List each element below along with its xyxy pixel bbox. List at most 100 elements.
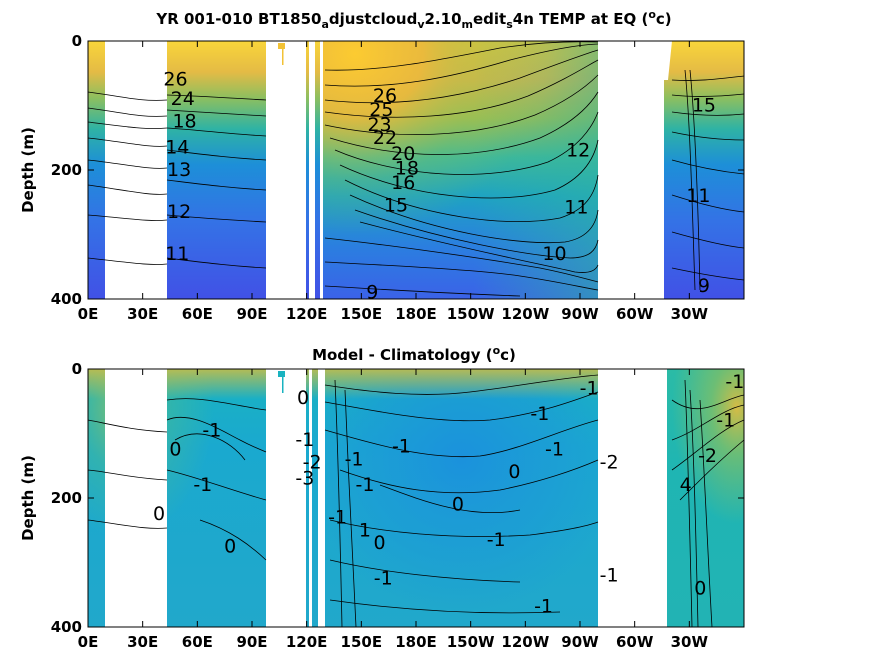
lower-contour-label: 0 bbox=[224, 535, 236, 557]
upper-contour-label: 9 bbox=[698, 275, 710, 297]
upper-x-tick-label: 150W bbox=[447, 305, 495, 323]
upper-title-part-b: a bbox=[321, 18, 328, 31]
lower-x-tick-label: 120W bbox=[501, 633, 549, 651]
upper-contour-label: 15 bbox=[384, 194, 408, 216]
lower-contour-label: -1 bbox=[328, 506, 347, 528]
lower-contour-label: -1 bbox=[374, 568, 393, 590]
upper-x-tick-label: 150E bbox=[341, 305, 383, 323]
lower-title: Model - Climatology (oc) bbox=[312, 344, 516, 364]
upper-contour-label: 18 bbox=[395, 158, 419, 180]
upper-contour-label: 13 bbox=[167, 159, 191, 181]
lower-panel: Model - Climatology (oc) bbox=[19, 344, 745, 651]
lower-y-tick-label: 200 bbox=[51, 489, 82, 507]
upper-x-tick-label: 0E bbox=[78, 305, 99, 323]
lower-contour-label: -1 bbox=[530, 403, 549, 425]
lower-y-axis-label: Depth (m) bbox=[19, 455, 37, 541]
upper-contour-label: 14 bbox=[165, 136, 189, 158]
lower-x-tick-label: 90W bbox=[561, 633, 599, 651]
lower-contour-label: -1 bbox=[295, 429, 314, 451]
upper-contour-label: 11 bbox=[564, 196, 588, 218]
upper-contours bbox=[87, 41, 745, 297]
upper-y-tick-label: 400 bbox=[51, 290, 82, 308]
lower-title-part-a: Model - Climatology ( bbox=[312, 346, 493, 364]
lower-contour-label: 1 bbox=[359, 519, 371, 541]
upper-contour-label: 26 bbox=[163, 69, 187, 91]
lower-contour-label: -1 bbox=[600, 564, 619, 586]
upper-title-part-j: o bbox=[648, 8, 656, 21]
lower-x-axis: 0E 30E 60E 90E 120E 150E 180E 150W 120W 90W 60W 30W bbox=[78, 369, 709, 651]
lower-contour-label: -2 bbox=[303, 452, 322, 474]
lower-contour-label: -1 bbox=[202, 419, 221, 441]
upper-title-part-k: c) bbox=[656, 10, 672, 28]
lower-x-tick-label: 180E bbox=[395, 633, 437, 651]
upper-x-tick-label: 60E bbox=[182, 305, 213, 323]
lower-contour-label: -3 bbox=[295, 468, 314, 490]
lower-x-tick-label: 120E bbox=[286, 633, 328, 651]
upper-x-axis: 0E 30E 60E 90E 120E 150E 180E 150W 120W 90W 60W 30W bbox=[78, 41, 709, 323]
upper-contour-label: 12 bbox=[566, 140, 590, 162]
lower-contour-label: -1 bbox=[345, 448, 364, 470]
upper-title-part-h: s bbox=[506, 18, 513, 31]
lower-contour-label: -2 bbox=[698, 445, 717, 467]
lower-contour-label: 4 bbox=[680, 474, 692, 496]
lower-x-tick-label: 30E bbox=[127, 633, 158, 651]
upper-contour-label: 15 bbox=[692, 95, 716, 117]
upper-title-part-g: edit bbox=[473, 10, 506, 28]
lower-contour-label: -1 bbox=[487, 529, 506, 551]
lower-x-tick-label: 60W bbox=[616, 633, 654, 651]
lower-y-tick-label: 0 bbox=[72, 360, 82, 378]
upper-x-tick-label: 30W bbox=[671, 305, 709, 323]
lower-contour-label: -1 bbox=[356, 474, 375, 496]
lower-x-tick-label: 150W bbox=[447, 633, 495, 651]
upper-title-part-c: djustcloud bbox=[329, 10, 417, 28]
upper-contour-label: 10 bbox=[542, 243, 566, 265]
lower-contour-label: -1 bbox=[580, 377, 599, 399]
upper-contour-label: 9 bbox=[366, 282, 378, 304]
lower-contour-label: -1 bbox=[534, 595, 553, 617]
upper-x-tick-label: 60W bbox=[616, 305, 654, 323]
upper-contour-label: 11 bbox=[686, 185, 710, 207]
upper-contour-label: 12 bbox=[167, 201, 191, 223]
upper-title-part-i: 4n TEMP at EQ ( bbox=[513, 10, 649, 28]
lower-contour-label: 0 bbox=[153, 503, 165, 525]
lower-contour-label: -1 bbox=[545, 439, 564, 461]
lower-contour-label: -1 bbox=[716, 410, 735, 432]
lower-contour-label: 0 bbox=[508, 461, 520, 483]
upper-y-tick-label: 0 bbox=[72, 32, 82, 50]
lower-x-tick-label: 90E bbox=[236, 633, 267, 651]
upper-contour-label: 20 bbox=[391, 143, 415, 165]
upper-y-tick-label: 200 bbox=[51, 161, 82, 179]
lower-x-tick-label: 0E bbox=[78, 633, 99, 651]
lower-contour-label: -1 bbox=[725, 371, 744, 393]
lower-contour-label: -2 bbox=[600, 452, 619, 474]
lower-island-marker bbox=[278, 371, 285, 393]
upper-title-part-d: v bbox=[417, 18, 425, 31]
upper-contour-label: 16 bbox=[391, 172, 415, 194]
upper-contour-label: 23 bbox=[367, 114, 391, 136]
upper-y-axis: 0 200 400 bbox=[51, 32, 744, 308]
upper-x-tick-label: 180E bbox=[395, 305, 437, 323]
upper-title-part-f: m bbox=[462, 18, 473, 31]
lower-land-masks bbox=[105, 369, 667, 627]
upper-contour-label: 25 bbox=[369, 99, 393, 121]
lower-contour-label: 0 bbox=[452, 493, 464, 515]
upper-contour-label: 26 bbox=[373, 85, 397, 107]
lower-x-tick-label: 30W bbox=[671, 633, 709, 651]
upper-x-tick-label: 120E bbox=[286, 305, 328, 323]
upper-y-axis-label: Depth (m) bbox=[19, 127, 37, 213]
lower-x-tick-label: 60E bbox=[182, 633, 213, 651]
lower-contour-label: -1 bbox=[193, 474, 212, 496]
upper-contour-label: 11 bbox=[165, 243, 189, 265]
lower-contour-label: -1 bbox=[392, 435, 411, 457]
upper-x-tick-label: 120W bbox=[501, 305, 549, 323]
lower-contour-label: 0 bbox=[169, 439, 181, 461]
lower-y-axis: 0 200 4 0 0 bbox=[51, 360, 744, 636]
upper-contour-label: 22 bbox=[373, 127, 397, 149]
lower-contours bbox=[87, 374, 745, 628]
lower-title-part-c: c) bbox=[500, 346, 516, 364]
upper-x-tick-label: 30E bbox=[127, 305, 158, 323]
lower-x-tick-label: 150E bbox=[341, 633, 383, 651]
upper-contour-label: 18 bbox=[172, 111, 196, 133]
upper-heatmap bbox=[88, 41, 744, 299]
